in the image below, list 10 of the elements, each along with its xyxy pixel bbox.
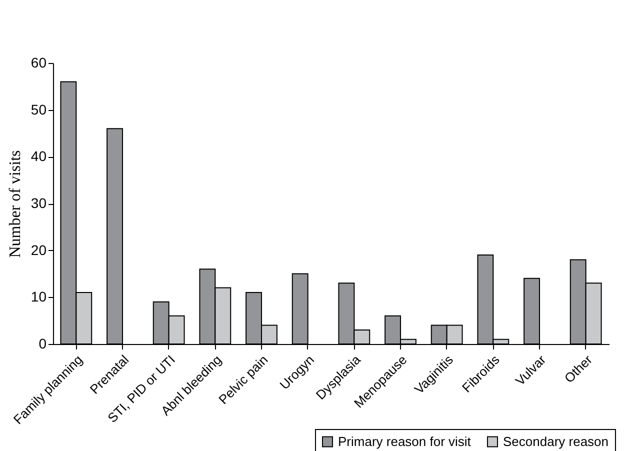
y-tick-label: 40: [30, 148, 47, 164]
y-tick-label: 50: [30, 101, 47, 118]
y-axis-title: Number of visits: [6, 150, 24, 258]
legend-label: Secondary reason: [503, 434, 609, 449]
legend-label: Primary reason for visit: [338, 434, 472, 449]
y-tick-label: 20: [30, 242, 47, 258]
y-tick-label: 30: [30, 195, 47, 211]
y-tick-label: 60: [30, 54, 47, 70]
y-tick-label: 0: [38, 336, 47, 352]
y-tick-label: 10: [30, 288, 47, 305]
